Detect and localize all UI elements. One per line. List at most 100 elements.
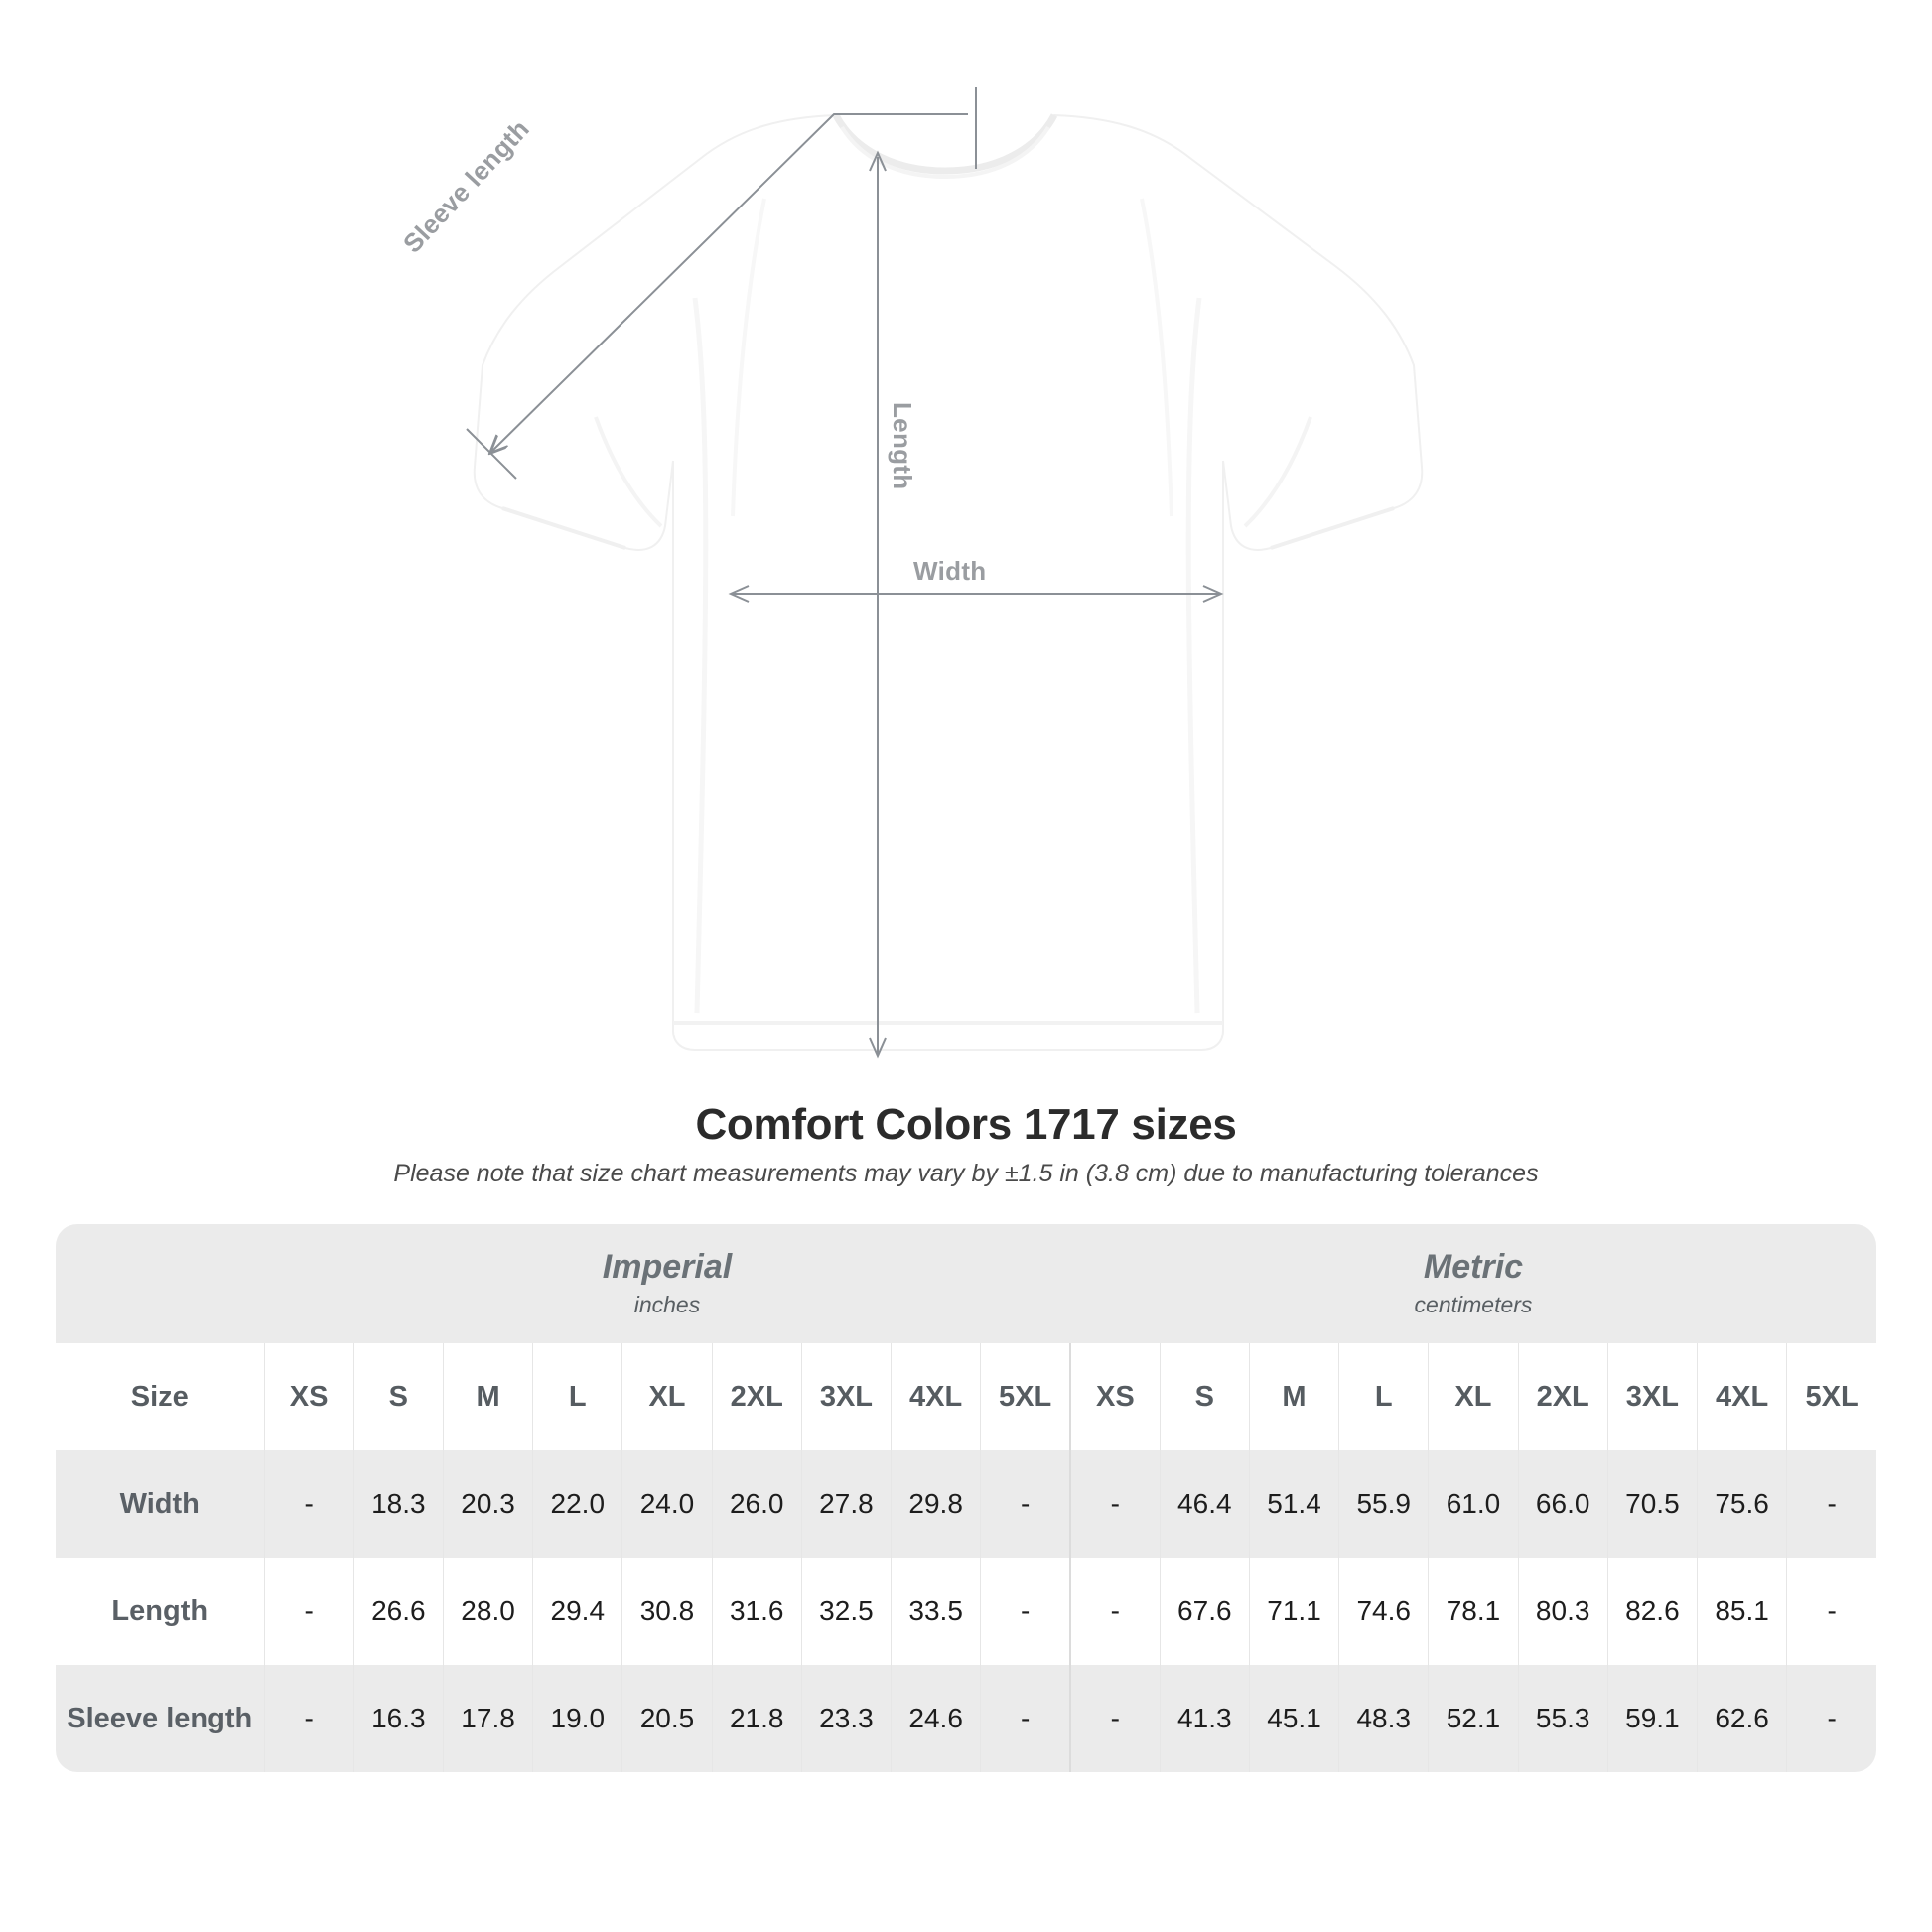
- cell-imperial: 29.8: [891, 1450, 981, 1558]
- unit-spacer-cell: [56, 1224, 264, 1343]
- cell-metric: 48.3: [1338, 1665, 1429, 1772]
- width-guide: [728, 585, 1224, 603]
- size-header-metric-xs: XS: [1068, 1343, 1161, 1450]
- cell-metric: -: [1786, 1665, 1876, 1772]
- row-label: Width: [56, 1450, 264, 1558]
- cell-metric: 45.1: [1248, 1665, 1339, 1772]
- cell-imperial: 30.8: [621, 1558, 713, 1665]
- chart-heading: Comfort Colors 1717 sizes Please note th…: [0, 1100, 1932, 1188]
- cell-imperial: -: [263, 1558, 354, 1665]
- tolerance-note: Please note that size chart measurements…: [393, 1160, 1539, 1187]
- size-header-metric-s: S: [1159, 1343, 1250, 1450]
- cell-metric: -: [1068, 1665, 1161, 1772]
- size-header-metric-l: L: [1338, 1343, 1429, 1450]
- unit-sub: centimeters: [1414, 1292, 1533, 1318]
- cell-imperial: 23.3: [800, 1665, 892, 1772]
- cell-imperial: 28.0: [442, 1558, 533, 1665]
- cell-imperial: 18.3: [352, 1450, 444, 1558]
- cell-metric: 52.1: [1428, 1665, 1519, 1772]
- cell-imperial: -: [980, 1450, 1070, 1558]
- unit-cell-metric: Metric centimeters: [1069, 1224, 1876, 1343]
- cell-imperial: 17.8: [442, 1665, 533, 1772]
- cell-metric: -: [1786, 1558, 1876, 1665]
- size-header-metric-2xl: 2XL: [1517, 1343, 1608, 1450]
- size-table-container: Imperial inches Metric centimeters Size XS S M L…: [56, 1224, 1876, 1772]
- page-title: Comfort Colors 1717 sizes: [695, 1100, 1237, 1149]
- row-label: Length: [56, 1558, 264, 1665]
- cell-imperial: 33.5: [891, 1558, 981, 1665]
- cell-imperial: 31.6: [711, 1558, 802, 1665]
- cell-metric: 66.0: [1517, 1450, 1608, 1558]
- unit-name: Metric: [1423, 1247, 1524, 1286]
- cell-imperial: 32.5: [800, 1558, 892, 1665]
- size-header-metric-5xl: 5XL: [1786, 1343, 1876, 1450]
- cell-imperial: 16.3: [352, 1665, 444, 1772]
- cell-metric: 46.4: [1159, 1450, 1250, 1558]
- cell-metric: 74.6: [1338, 1558, 1429, 1665]
- cell-metric: 51.4: [1248, 1450, 1339, 1558]
- size-header-imperial-m: M: [442, 1343, 533, 1450]
- size-header-metric-m: M: [1248, 1343, 1339, 1450]
- cell-imperial: 20.5: [621, 1665, 713, 1772]
- cell-metric: 62.6: [1696, 1665, 1787, 1772]
- cell-metric: 55.9: [1338, 1450, 1429, 1558]
- length-guide: [869, 150, 887, 1059]
- length-label: Length: [888, 402, 917, 490]
- unit-sub: inches: [633, 1292, 701, 1318]
- cell-metric: 70.5: [1606, 1450, 1698, 1558]
- table-row: Sleeve length -16.3 17.8 19.0 20.5 21.8 23.3 24…: [56, 1665, 1876, 1772]
- row-label: Sleeve length: [56, 1665, 264, 1772]
- tshirt-shape: [473, 113, 1424, 1051]
- size-header-imperial-s: S: [352, 1343, 444, 1450]
- cell-metric: -: [1068, 1558, 1161, 1665]
- unit-cell-imperial: Imperial inches: [264, 1224, 1070, 1343]
- size-header-row: Size XS S M L XL 2XL 3XL 4XL 5XL XS S M L XL 2XL 3XL 4XL 5…: [56, 1343, 1876, 1450]
- cell-imperial: 20.3: [442, 1450, 533, 1558]
- cell-metric: 67.6: [1159, 1558, 1250, 1665]
- size-header-imperial-xl: XL: [621, 1343, 713, 1450]
- size-header-label: Size: [56, 1343, 264, 1450]
- cell-imperial: 26.6: [352, 1558, 444, 1665]
- tshirt-diagram-svg: [466, 87, 1424, 1059]
- cell-metric: 41.3: [1159, 1665, 1250, 1772]
- cell-metric: -: [1786, 1450, 1876, 1558]
- cell-imperial: 27.8: [800, 1450, 892, 1558]
- size-header-imperial-l: L: [532, 1343, 622, 1450]
- cell-metric: 85.1: [1696, 1558, 1787, 1665]
- size-header-imperial-4xl: 4XL: [891, 1343, 981, 1450]
- size-header-imperial-5xl: 5XL: [980, 1343, 1070, 1450]
- cell-imperial: 19.0: [532, 1665, 622, 1772]
- cell-metric: 75.6: [1696, 1450, 1787, 1558]
- cell-imperial: 24.6: [891, 1665, 981, 1772]
- table-row: Width -18.3 20.3 22.0 24.0 26.0 27.8 29.8- -46.4…: [56, 1450, 1876, 1558]
- size-table: Imperial inches Metric centimeters Size XS S M L…: [56, 1224, 1876, 1772]
- size-header-metric-xl: XL: [1428, 1343, 1519, 1450]
- unit-banner-row: Imperial inches Metric centimeters: [56, 1224, 1876, 1343]
- cell-imperial: -: [980, 1665, 1070, 1772]
- cell-imperial: 22.0: [532, 1450, 622, 1558]
- cell-metric: 71.1: [1248, 1558, 1339, 1665]
- size-header-imperial-xs: XS: [263, 1343, 354, 1450]
- cell-metric: 61.0: [1428, 1450, 1519, 1558]
- cell-imperial: -: [980, 1558, 1070, 1665]
- cell-imperial: 29.4: [532, 1558, 622, 1665]
- cell-imperial: -: [263, 1450, 354, 1558]
- cell-metric: -: [1068, 1450, 1161, 1558]
- table-row: Length -26.6 28.0 29.4 30.8 31.6 32.5 33.5- -67.…: [56, 1558, 1876, 1665]
- size-header-imperial-2xl: 2XL: [711, 1343, 802, 1450]
- size-header-metric-3xl: 3XL: [1606, 1343, 1698, 1450]
- cell-imperial: 24.0: [621, 1450, 713, 1558]
- cell-imperial: 21.8: [711, 1665, 802, 1772]
- unit-name: Imperial: [602, 1247, 733, 1286]
- sleeve-length-guide: [466, 87, 977, 480]
- cell-metric: 59.1: [1606, 1665, 1698, 1772]
- width-label: Width: [913, 556, 987, 586]
- cell-metric: 78.1: [1428, 1558, 1519, 1665]
- cell-metric: 80.3: [1517, 1558, 1608, 1665]
- size-header-metric-4xl: 4XL: [1696, 1343, 1787, 1450]
- cell-metric: 82.6: [1606, 1558, 1698, 1665]
- garment-illustration: Sleeve length Length Width: [397, 87, 1424, 1059]
- cell-imperial: 26.0: [711, 1450, 802, 1558]
- cell-imperial: -: [263, 1665, 354, 1772]
